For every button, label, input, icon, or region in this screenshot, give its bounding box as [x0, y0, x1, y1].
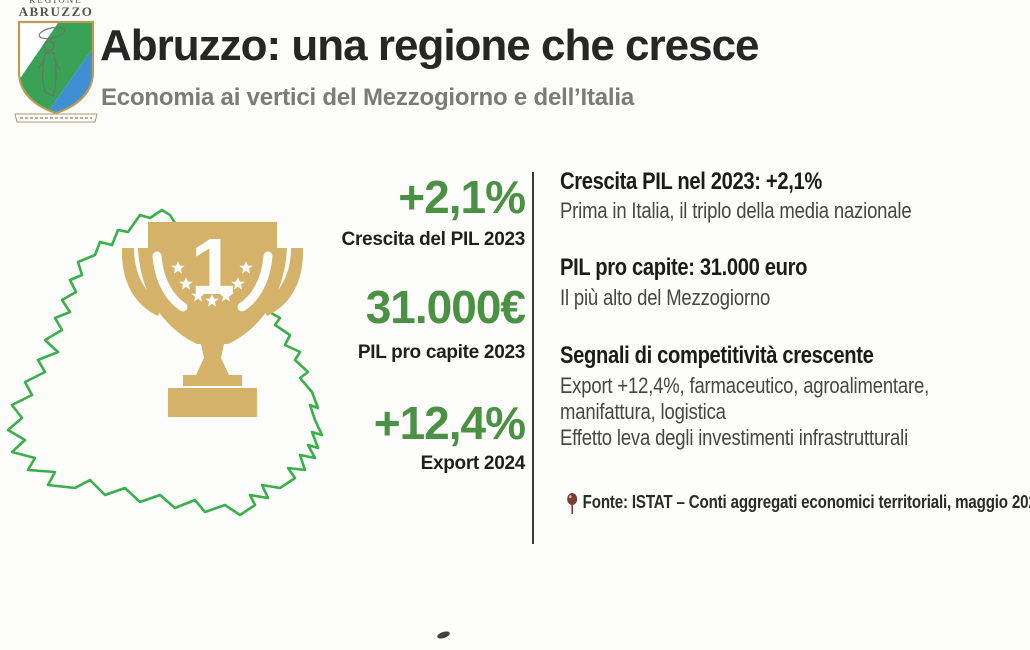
abruzzo-coat-of-arms-icon — [14, 20, 98, 123]
details-column: Crescita PIL nel 2023: +2,1% Prima in It… — [560, 0, 1030, 650]
detail-heading-crescita-pil: Crescita PIL nel 2023: +2,1% — [560, 168, 822, 195]
page-subtitle: Economia ai vertici del Mezzogiorno e de… — [101, 84, 635, 111]
logo-banner-ribbon — [14, 113, 98, 123]
scan-speck — [436, 630, 451, 640]
stat-pil-growth-label: Crescita del PIL 2023 — [341, 229, 526, 250]
detail-line: Effetto leva degli investimenti infrastr… — [560, 425, 909, 450]
stat-pil-procapite-value: 31.000€ — [365, 281, 526, 333]
detail-line: Il più alto del Mezzogiorno — [560, 285, 771, 310]
detail-line: manifattura, logistica — [560, 399, 726, 424]
map-pin-icon — [567, 493, 578, 514]
page-title: Abruzzo: una regione che cresce — [100, 21, 760, 70]
stat-pil-growth-value: +2,1% — [398, 171, 526, 223]
trophy-stars — [0, 148, 253, 307]
title-region-name: Abruzzo: — [100, 21, 281, 70]
vertical-divider — [532, 172, 534, 544]
stat-pil-procapite-label: PIL pro capite 2023 — [357, 342, 525, 363]
shield-figure-outline — [38, 26, 66, 97]
detail-line: Prima in Italia, il triplo della media n… — [560, 198, 912, 223]
logo-wordmark: REGIONE ABRUZZO — [6, 0, 106, 18]
stat-export-label: Export 2024 — [420, 453, 526, 474]
logo-line-abruzzo: ABRUZZO — [18, 4, 94, 19]
regione-abruzzo-logo: REGIONE ABRUZZO — [6, 0, 106, 126]
trophy-icon: 1 — [0, 148, 304, 417]
abruzzo-map-outline — [6, 208, 324, 517]
abruzzo-map-trophy-illustration: 1 — [0, 148, 324, 517]
detail-line: Export +12,4%, farmaceutico, agroaliment… — [560, 373, 930, 398]
source-note: Fonte: ISTAT – Conti aggregati economici… — [567, 492, 1030, 516]
detail-heading-pil-procapite: PIL pro capite: 31.000 euro — [560, 254, 808, 281]
stat-export-value: +12,4% — [373, 397, 526, 449]
detail-heading-competitivita: Segnali di competitività crescente — [560, 342, 874, 369]
logo-line-regione: REGIONE — [29, 0, 83, 5]
source-text: Fonte: ISTAT – Conti aggregati economici… — [582, 492, 1030, 512]
title-tagline: una regione che cresce — [280, 21, 759, 70]
